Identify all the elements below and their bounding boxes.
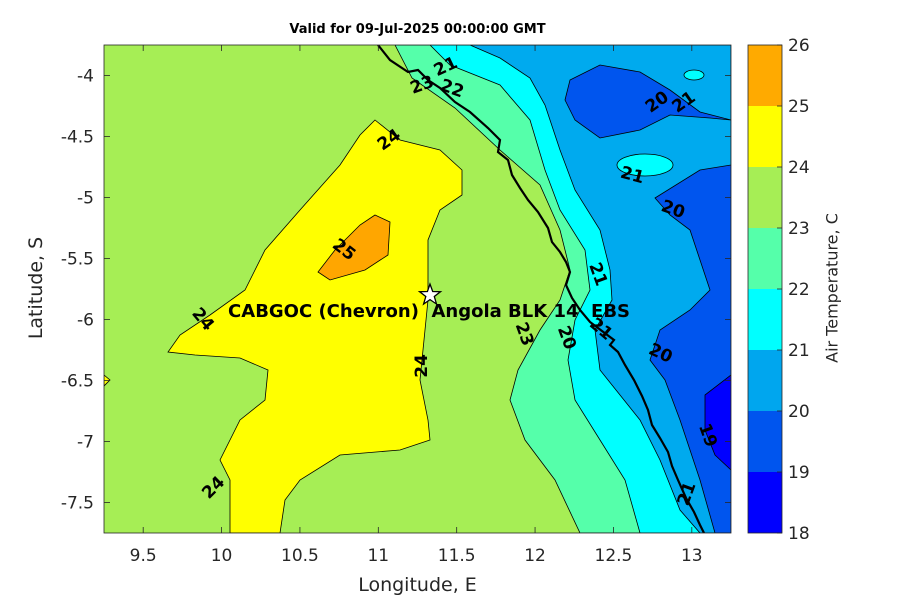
x-tick-label: 11.5 [438,546,476,566]
y-tick-label: -6.5 [61,372,94,392]
y-tick-label: -4.5 [61,128,94,148]
fill-island-21 [616,153,674,177]
x-tick-label: 13 [681,546,703,566]
x-tick-label: 9.5 [130,546,157,566]
colorbar-segment [748,167,782,228]
x-tick-label: 12.5 [595,546,633,566]
x-axis-ticks: 9.5 10 10.5 11 11.5 12 12.5 13 [130,45,703,566]
x-axis-label: Longitude, E [358,574,477,596]
colorbar-segment [748,411,782,472]
colorbar-segment [748,228,782,289]
plot-frame [103,44,732,534]
y-tick-label: -4 [77,67,94,87]
y-tick-label: -5 [77,189,94,209]
colorbar-tick-label: 22 [788,280,810,300]
colorbar: 18 19 20 21 22 23 24 25 26 [747,36,810,544]
fill-band-19-20-north [564,45,731,139]
colorbar-segment [748,289,782,350]
colorbar-tick-label: 19 [788,463,810,483]
colorbar-tick-label: 23 [788,219,810,239]
contour-fill-layer [104,45,731,533]
colorbar-tick-label: 24 [788,158,810,178]
plot-title: Valid for 09-Jul-2025 00:00:00 GMT [289,22,546,37]
colorbar-label: Air Temperature, C [822,213,842,363]
y-axis-ticks: -4 -4.5 -5 -5.5 -6 -6.5 -7 -7.5 [61,67,731,514]
y-tick-label: -7 [77,433,94,453]
y-axis-label: Latitude, S [25,236,47,340]
colorbar-segment [748,472,782,533]
fill-island-21-small [683,69,705,81]
x-tick-label: 12 [524,546,546,566]
site-layer: CABGOC (Chevron) Angola BLK 14 EBS [228,282,630,322]
fill-band-18-19 [704,374,731,471]
y-tick-label: -5.5 [61,250,94,270]
y-tick-label: -6 [77,311,94,331]
colorbar-segment [748,106,782,167]
colorbar-tick-label: 18 [788,524,810,544]
y-tick-label: -7.5 [61,494,94,514]
colorbar-tick-label: 20 [788,402,810,422]
colorbar-tick-label: 21 [788,341,810,361]
x-tick-label: 10 [211,546,233,566]
coastline [377,45,705,533]
colorbar-tick-label: 26 [788,36,810,56]
x-tick-label: 10.5 [281,546,319,566]
fill-band-25-26 [317,214,391,281]
star-icon[interactable] [417,282,443,306]
x-tick-label: 11 [367,546,389,566]
colorbar-tick-label: 25 [788,97,810,117]
contour-label: 24 [412,354,432,378]
colorbar-segment [748,350,782,411]
site-label: CABGOC (Chevron) Angola BLK 14 EBS [228,301,630,322]
colorbar-segment [748,45,782,106]
